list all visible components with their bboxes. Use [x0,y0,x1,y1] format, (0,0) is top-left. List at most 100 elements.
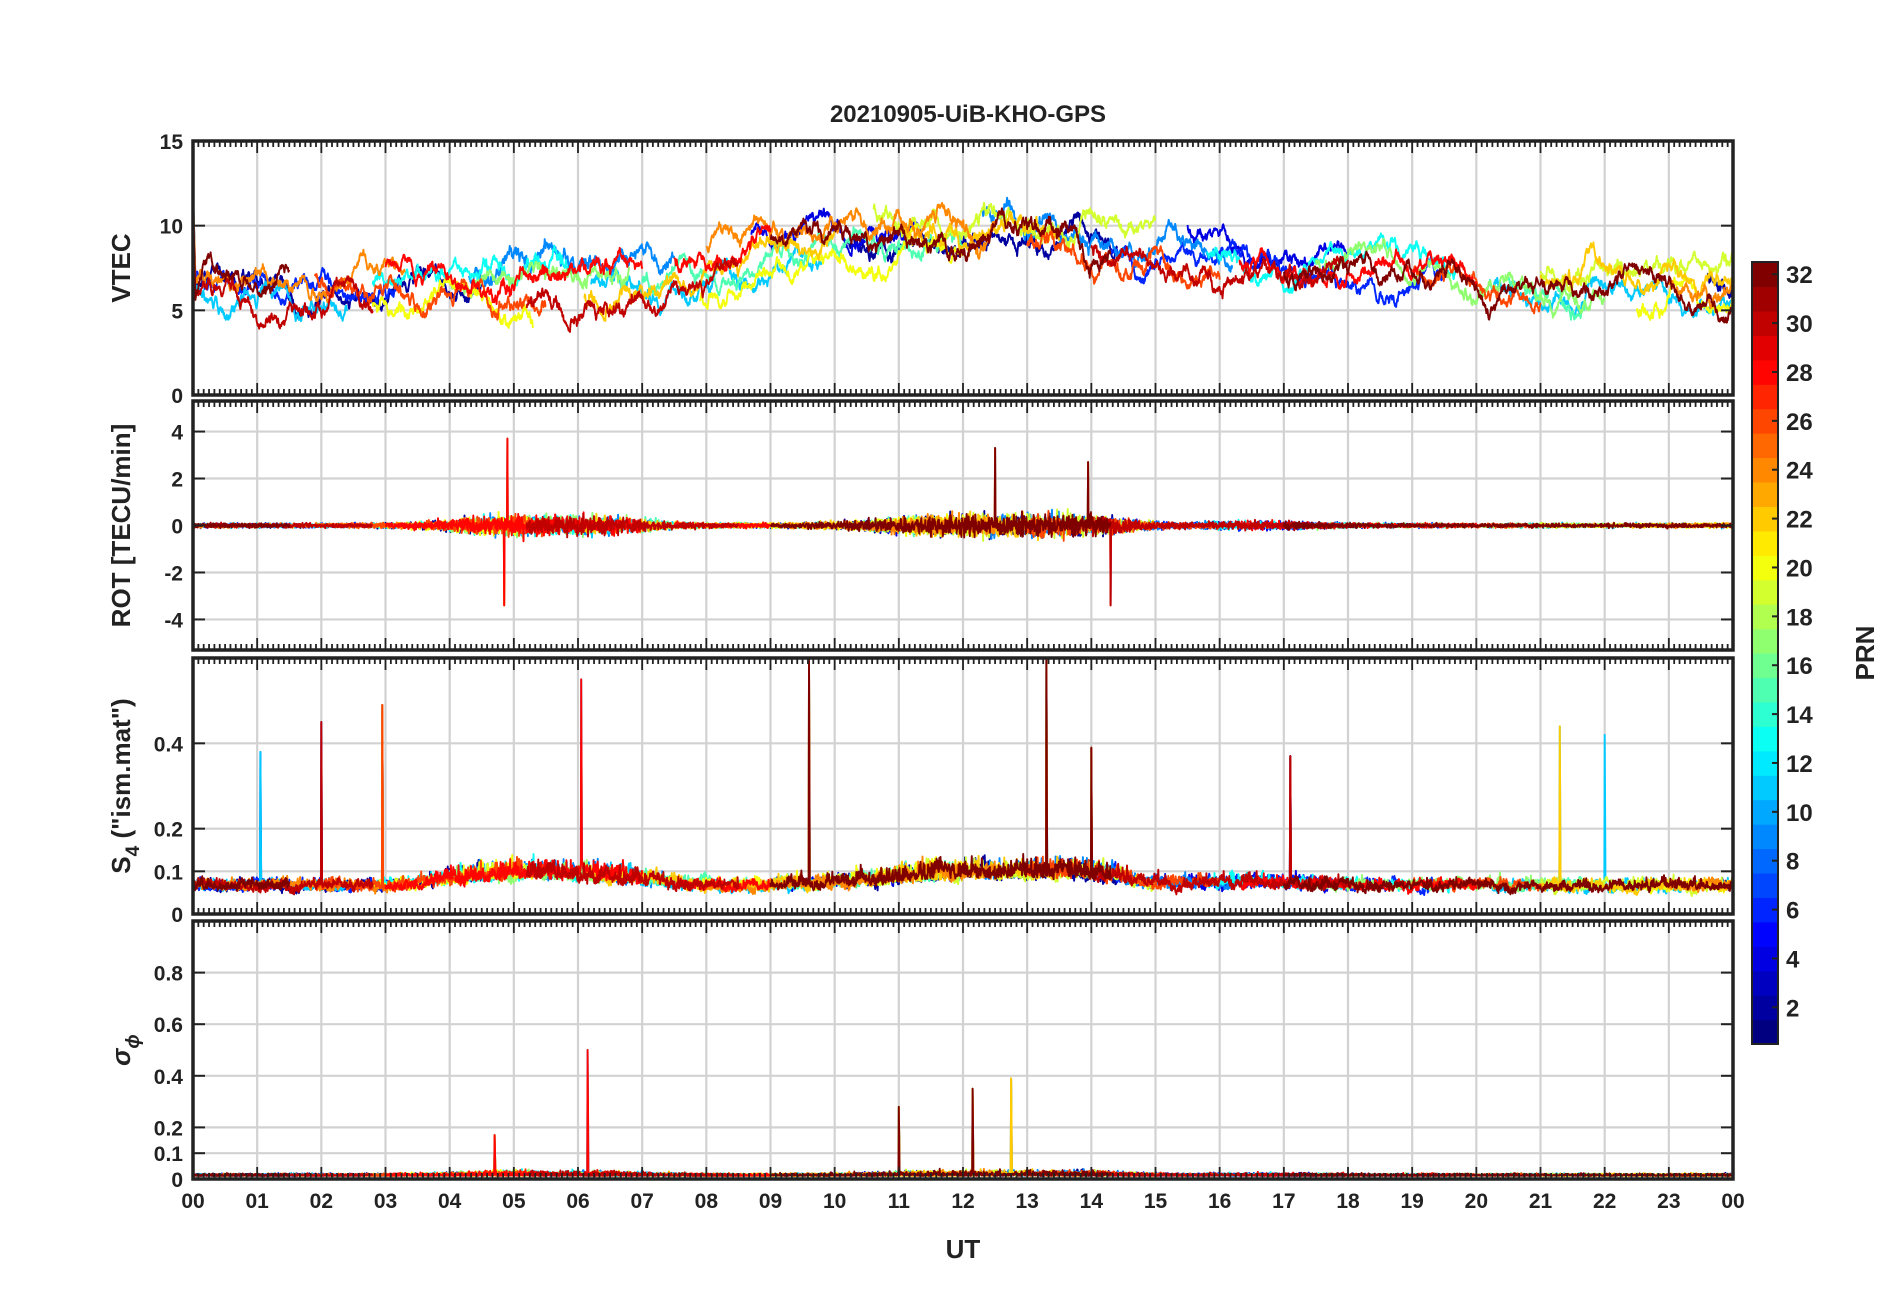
y-tick-label: 0 [171,516,183,539]
series-line-prn30 [525,512,739,539]
colorbar-swatch [1752,824,1778,850]
colorbar-swatch [1752,335,1778,361]
y-axis-label: ROT [TECU/min] [106,424,136,628]
series-group [193,437,1733,607]
colorbar-tick-label: 22 [1786,507,1813,534]
x-tick-label: 01 [245,1190,269,1213]
panel-2: -4 -2 0 2 4 ROT [TECU/min] [106,399,1735,652]
colorbar-swatch [1752,921,1778,947]
colorbar-tick-label: 30 [1786,311,1813,338]
y-tick-label: 0.1 [154,861,184,884]
colorbar-tick-label: 20 [1786,555,1813,582]
panel-4: 0 0.1 0.2 0.4 0.6 0.8 σϕ 00 01 02 03 04 05 06 07 08 09 10… [106,919,1745,1213]
x-tick-label: 04 [438,1190,462,1213]
colorbar-tick-label: 26 [1786,409,1813,436]
series-line-prn30 [193,199,374,330]
y-axis-label: σϕ [106,1034,144,1066]
colorbar-tick-label: 6 [1786,898,1799,925]
colorbar-swatch [1752,628,1778,654]
colorbar-swatch [1752,775,1778,801]
series-line-prn32 [769,1087,1112,1177]
series-line-prn32 [769,658,1112,892]
x-tick-label: 12 [951,1190,974,1213]
y-tick-label: -4 [164,609,183,632]
series-group [193,188,1733,333]
colorbar-swatch [1752,530,1778,556]
x-tick-label: 22 [1593,1190,1616,1213]
colorbar-tick-label: 28 [1786,360,1813,387]
x-tick-label: 20 [1465,1190,1488,1213]
x-tick-label: 17 [1272,1190,1295,1213]
x-tick-label: 07 [630,1190,653,1213]
colorbar-tick-label: 12 [1786,751,1813,778]
series-line-prn24 [705,201,997,260]
colorbar-tick-label: 2 [1786,995,1799,1022]
y-tick-label: 0.1 [154,1143,184,1166]
x-tick-label: 09 [759,1190,782,1213]
series-line-prn30 [525,858,740,893]
series-line-prn26 [1026,230,1221,290]
y-axis-label: VTEC [106,233,136,303]
x-tick-label: 15 [1144,1190,1168,1213]
colorbar-tick-label: 16 [1786,653,1813,680]
colorbar-tick-label: 10 [1786,800,1813,827]
x-tick-label: 13 [1015,1190,1038,1213]
x-tick-label: 00 [181,1190,204,1213]
colorbar-label: PRN [1850,626,1880,681]
series-line-prn32 [769,207,1112,279]
x-tick-label: 14 [1080,1190,1104,1213]
colorbar-frame [1751,261,1779,1045]
y-tick-label: 0.2 [154,819,183,842]
colorbar-tick-label: 18 [1786,604,1813,631]
series-line-prn32 [1282,520,1733,531]
series-line-prn6 [1109,238,1446,308]
series-line-prn30 [1090,244,1349,300]
panel-1: 0 5 10 15 VTEC [106,131,1735,408]
colorbar-swatch [1752,677,1778,703]
series-line-prn24 [1667,277,1733,309]
colorbar-tick-label: 24 [1786,458,1813,485]
x-tick-label: 11 [888,1190,911,1213]
colorbar-swatch [1752,1019,1778,1045]
y-tick-label: 15 [160,131,184,154]
series-line-prn32 [769,447,1112,539]
series-line-prn17 [1314,237,1606,319]
x-tick-label: 10 [823,1190,846,1213]
y-tick-label: -2 [164,562,183,585]
colorbar-tick-label: 4 [1786,946,1800,973]
colorbar-swatch [1752,579,1778,605]
series-line-prn13 [371,244,579,288]
colorbar-swatch [1752,286,1778,312]
series-line-prn28 [1238,247,1478,290]
series-line-prn30 [525,257,739,333]
x-tick-label: 06 [566,1190,589,1213]
x-tick-label: 03 [374,1190,397,1213]
chart-title: 20210905-UiB-KHO-GPS [830,101,1106,128]
y-tick-label: 4 [171,422,183,445]
x-tick-label: 18 [1336,1190,1360,1213]
x-tick-label: 05 [502,1190,526,1213]
y-tick-label: 0.8 [154,963,184,986]
y-tick-label: 2 [171,469,183,492]
x-tick-label: 19 [1400,1190,1423,1213]
colorbar-swatch [1752,384,1778,410]
x-tick-label: 16 [1208,1190,1231,1213]
y-tick-label: 10 [160,216,183,239]
x-tick-label: 02 [310,1190,333,1213]
series-line-prn32 [193,875,291,892]
series-line-prn15 [641,226,964,297]
colorbar-swatch [1752,481,1778,507]
y-tick-label: 0 [171,1169,183,1192]
y-tick-label: 5 [171,300,183,323]
colorbar-tick-label: 32 [1786,262,1813,289]
colorbar-swatch [1752,970,1778,996]
colorbar-swatch [1752,872,1778,898]
y-tick-label: 0.4 [154,733,184,756]
panel-3: 0 0.1 0.2 0.4 S4 ("ism.mat") [106,656,1735,927]
y-tick-label: 0 [171,904,183,927]
y-axis-label: S4 ("ism.mat") [106,698,144,873]
x-tick-label: 21 [1529,1190,1553,1213]
